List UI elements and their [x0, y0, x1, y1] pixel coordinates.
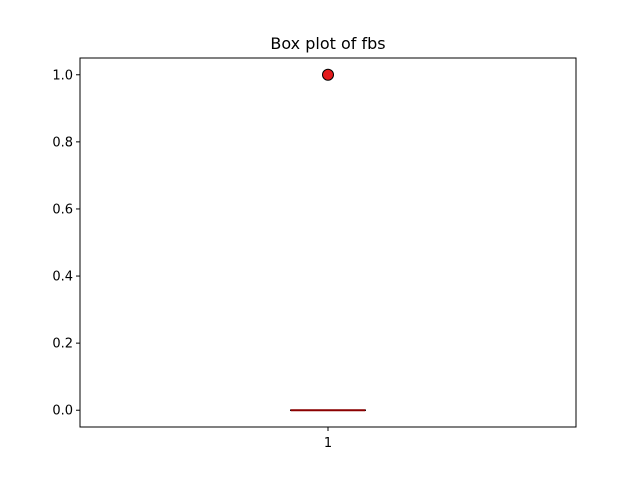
y-tick-label: 0.6 — [52, 202, 73, 217]
box-plot-marks — [291, 69, 365, 410]
outlier-point — [323, 69, 334, 80]
y-tick-label: 0.4 — [52, 270, 73, 285]
y-tick-label: 1.0 — [52, 68, 73, 83]
y-tick-label: 0.2 — [52, 337, 73, 352]
plot-area — [80, 58, 576, 427]
y-axis: 0.0 0.2 0.4 0.6 0.8 1.0 — [52, 68, 80, 418]
chart-title: Box plot of fbs — [270, 34, 385, 53]
y-tick-label: 0.8 — [52, 135, 73, 150]
x-axis: 1 — [324, 427, 332, 451]
x-tick-label: 1 — [324, 436, 332, 451]
y-tick-label: 0.0 — [52, 404, 73, 419]
